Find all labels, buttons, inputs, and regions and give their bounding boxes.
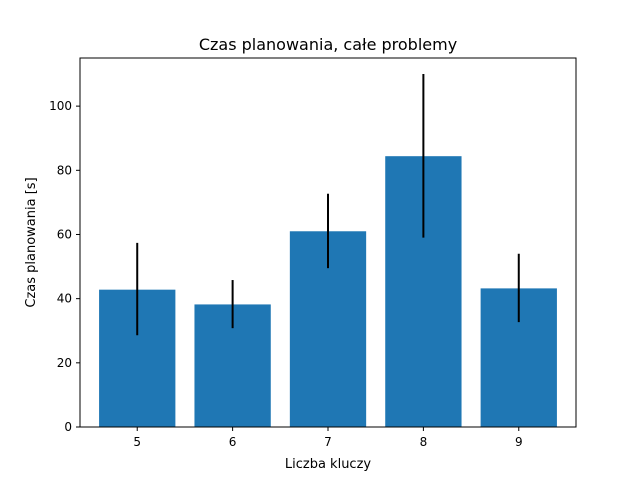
y-tick-label: 60 xyxy=(57,227,72,241)
x-tick-label: 8 xyxy=(420,435,428,449)
x-tick-label: 5 xyxy=(133,435,141,449)
y-tick-label: 20 xyxy=(57,356,72,370)
x-axis: 5 6 7 8 9 xyxy=(133,427,523,449)
error-bars-group xyxy=(136,74,520,336)
y-axis: 0 20 40 60 80 100 xyxy=(49,99,80,434)
y-tick-label: 100 xyxy=(49,99,72,113)
y-tick-label: 40 xyxy=(57,292,72,306)
x-axis-label: Liczba kluczy xyxy=(285,457,372,472)
y-axis-label: Czas planowania [s] xyxy=(24,177,39,307)
y-tick-label: 0 xyxy=(64,420,72,434)
y-tick-label: 80 xyxy=(57,163,72,177)
x-tick-label: 6 xyxy=(229,435,237,449)
x-tick-label: 7 xyxy=(324,435,332,449)
x-tick-label: 9 xyxy=(515,435,523,449)
chart-title: Czas planowania, całe problemy xyxy=(199,35,457,54)
